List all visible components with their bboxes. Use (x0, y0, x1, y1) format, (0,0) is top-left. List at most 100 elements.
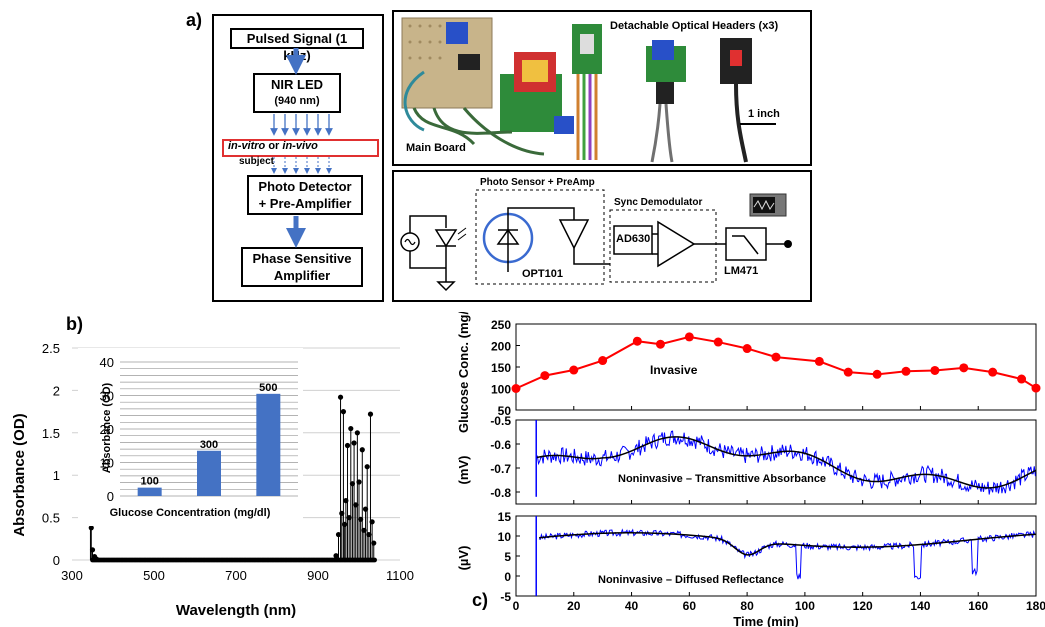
subject-invivo: in-vivo (282, 140, 318, 152)
invasive-line (515, 335, 1037, 390)
panel-c-label: c) (472, 590, 489, 610)
invasive-point (814, 356, 824, 366)
pcb-holes (408, 24, 442, 60)
invasive-point (632, 336, 642, 346)
header3-cable (734, 83, 748, 163)
transmittive-y-tick: -0.6 (490, 438, 511, 452)
spectrum-point (346, 515, 352, 521)
ground-symbol (436, 281, 456, 292)
transmittive-annotation: Noninvasive – Transmittive Absorbance (618, 473, 826, 485)
reflectance-x-tick: 80 (740, 599, 754, 613)
invasive-point (598, 356, 608, 366)
invasive-frame (515, 323, 1037, 411)
output-node (784, 240, 792, 248)
reflectance-y-tick: -5 (500, 590, 511, 604)
nir-led-wavelength: (940 nm) (274, 95, 320, 107)
spectrum-point (358, 516, 364, 522)
main-board-label: Main Board (406, 142, 466, 154)
subject-word: subject (239, 156, 275, 167)
invasive-y-tick: 50 (498, 404, 512, 418)
ad630-box (613, 225, 653, 255)
panel-b-label: b) (66, 314, 83, 334)
spectrum-point (359, 447, 365, 453)
inset-bar (256, 393, 281, 496)
reflectance-x-tick: 0 (513, 599, 520, 613)
invasive-y-tick: 200 (491, 340, 511, 354)
spectrum-x-tick: 300 (61, 568, 83, 583)
header1-chip (580, 34, 594, 54)
spectrum-x-axis-label: Wavelength (nm) (176, 602, 296, 619)
hardware-photo (401, 17, 776, 163)
spectrum-point (356, 479, 362, 485)
photo-detector-text: Photo Detector (258, 179, 352, 194)
spectrum-point (89, 547, 96, 553)
nir-led-text: NIR LED (271, 77, 323, 92)
led-symbol (434, 229, 458, 248)
spectrum-point (88, 525, 94, 531)
inset-y-tick: 10 (100, 456, 114, 471)
spectrum-y-tick: 1.5 (42, 426, 60, 441)
opt101-label: OPT101 (522, 268, 563, 280)
spectrum-y-tick: 1 (53, 468, 60, 483)
hardware-photo-box: Detachable Optical Headers (x3) 1 inch M… (392, 10, 812, 166)
reflectance-smooth (539, 532, 1037, 556)
preamp-text: + Pre-Amplifier (258, 196, 352, 211)
spectrum-point (362, 506, 369, 512)
scale-label: 1 inch (748, 108, 780, 120)
transmittive-raw (535, 430, 1036, 495)
lm471-label: LM471 (724, 265, 759, 277)
subject-label: in-vitro or in-vivo (228, 140, 318, 152)
invasive-point (655, 339, 665, 349)
reflectance-y-tick: 15 (498, 510, 512, 524)
psa-text-line2: Amplifier (273, 268, 331, 283)
inset-bar (197, 450, 221, 496)
spectrum-point (335, 531, 342, 538)
spectrum-point (337, 394, 344, 400)
reflectance-y-tick: 5 (504, 550, 511, 564)
inset-y-tick: 20 (100, 422, 114, 437)
spectrum-point (333, 553, 339, 559)
light-arrows-bottom (271, 157, 332, 174)
spectrum-y-tick: 2.5 (42, 341, 60, 356)
reflectance-x-tick: 20 (567, 599, 581, 613)
spectrum-point (367, 411, 374, 417)
spectrum-point (371, 540, 377, 546)
preamp-triangle (558, 219, 590, 250)
reflectance-x-tick: 140 (910, 599, 930, 613)
inset-x-axis-label: Glucose Concentration (mg/dl) (110, 507, 271, 519)
reflectance-x-tick: 100 (795, 599, 815, 613)
blue-pot-2 (554, 116, 574, 134)
inset-y-tick: 0 (107, 489, 114, 504)
psa-box: Phase Sensitive Amplifier (241, 247, 363, 287)
spectrum-point (361, 527, 367, 533)
wires-2 (403, 70, 425, 132)
panel-a-label: a) (186, 10, 203, 30)
black-chip (458, 54, 480, 70)
spectrum-point (339, 510, 345, 516)
header1-wires (576, 74, 598, 160)
invasive-point (540, 371, 550, 381)
reflectance-x-tick: 160 (968, 599, 988, 613)
invasive-point (771, 352, 781, 362)
uv-y-axis-label: (µV) (456, 546, 471, 571)
spectrum-point (342, 521, 348, 527)
spectrum-x-tick: 700 (225, 568, 247, 583)
inset-y-tick: 30 (100, 389, 114, 404)
comparator (657, 220, 696, 268)
time-x-axis-label: Time (min) (733, 614, 799, 627)
spectrum-point (349, 481, 356, 487)
invasive-point (713, 337, 723, 347)
spectrum-point (348, 425, 354, 432)
invasive-point (684, 332, 694, 342)
spectrum-point (353, 502, 359, 508)
glucose-bar-inset: 0 10 20 30 40 100 300 500 Glucose Concentratio… (78, 348, 303, 526)
subject-invitro: in-vitro (228, 140, 266, 152)
reflectance-raw (538, 528, 1036, 580)
invasive-point (1017, 374, 1027, 384)
spectrum-point (366, 531, 372, 538)
reflectance-x-tick: 40 (625, 599, 639, 613)
header2-conn (656, 82, 674, 104)
wires (412, 107, 545, 156)
spectrum-y-axis-label: Absorbance (OD) (11, 413, 28, 536)
invasive-point (569, 365, 579, 375)
